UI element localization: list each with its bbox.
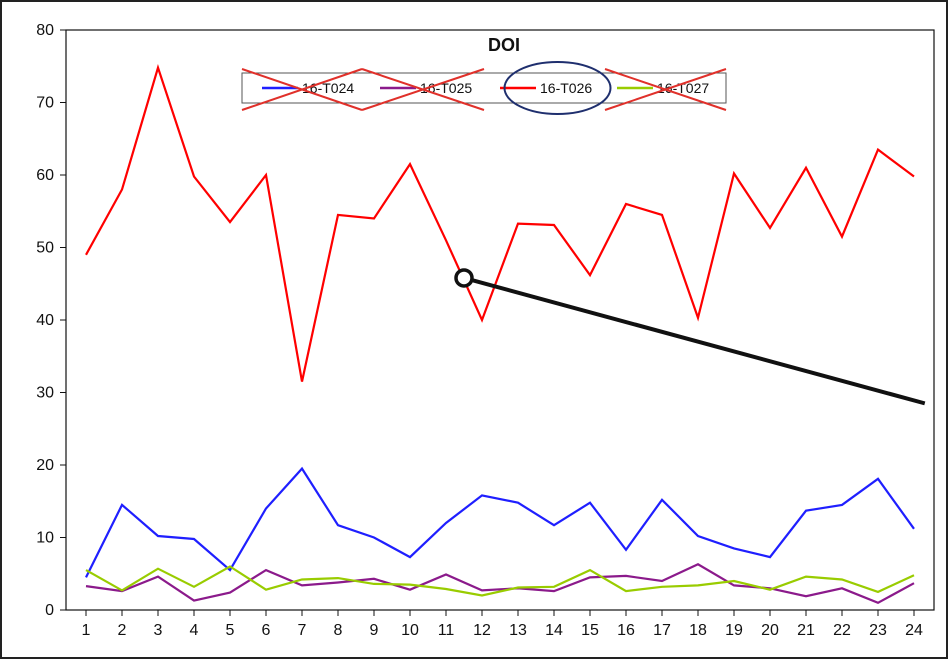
series-line-16-t024 bbox=[85, 466, 915, 578]
annotation-layer bbox=[454, 268, 926, 406]
x-tick-label: 18 bbox=[689, 622, 707, 639]
x-tick-label: 6 bbox=[262, 622, 271, 639]
x-tick-label: 14 bbox=[545, 622, 563, 639]
x-tick-label: 5 bbox=[226, 622, 235, 639]
x-tick-label: 21 bbox=[797, 622, 815, 639]
x-tick-label: 4 bbox=[190, 622, 199, 639]
y-tick-label: 30 bbox=[36, 385, 54, 402]
x-tick-label: 3 bbox=[154, 622, 163, 639]
x-tick-label: 20 bbox=[761, 622, 779, 639]
legend-label: 16-T024 bbox=[302, 80, 354, 96]
legend-cross-mark bbox=[604, 68, 727, 111]
x-tick-label: 19 bbox=[725, 622, 743, 639]
x-tick-label: 22 bbox=[833, 622, 851, 639]
legend-label: 16-T027 bbox=[657, 80, 709, 96]
x-tick-label: 15 bbox=[581, 622, 599, 639]
y-tick-label: 50 bbox=[36, 240, 54, 257]
x-tick-label: 16 bbox=[617, 622, 635, 639]
x-tick-label: 8 bbox=[334, 622, 343, 639]
series-layer bbox=[85, 64, 915, 605]
x-tick-label: 23 bbox=[869, 622, 887, 639]
y-tick-label: 60 bbox=[36, 167, 54, 184]
x-tick-label: 13 bbox=[509, 622, 527, 639]
y-tick-label: 0 bbox=[45, 602, 54, 619]
y-axis: 0 10 20 30 40 50 60 70 80 bbox=[36, 22, 66, 619]
series-line-16-t025 bbox=[85, 563, 915, 605]
legend: 16-T024 16-T025 16-T026 16-T027 bbox=[241, 61, 727, 115]
series-line-16-t027 bbox=[85, 565, 915, 597]
x-tick-label: 7 bbox=[298, 622, 307, 639]
x-tick-label: 24 bbox=[905, 622, 923, 639]
x-tick-label: 1 bbox=[82, 622, 91, 639]
x-tick-label: 17 bbox=[653, 622, 671, 639]
x-axis: 1 2 3 4 5 6 7 8 9 10 11 12 13 14 15 16 17 18 19 20 21 22 23 24 bbox=[82, 610, 923, 639]
x-tick-label: 10 bbox=[401, 622, 419, 639]
y-tick-label: 10 bbox=[36, 530, 54, 547]
chart-title: DOI bbox=[488, 35, 520, 55]
legend-label: 16-T026 bbox=[540, 80, 592, 96]
y-tick-label: 80 bbox=[36, 22, 54, 39]
x-tick-label: 11 bbox=[438, 622, 455, 639]
legend-cross-mark bbox=[241, 68, 363, 111]
x-tick-label: 9 bbox=[370, 622, 379, 639]
plot-area-frame bbox=[65, 29, 935, 611]
annotation-marker-circle bbox=[454, 268, 474, 288]
x-tick-label: 2 bbox=[118, 622, 127, 639]
annotation-pointer-line bbox=[463, 276, 926, 406]
y-tick-label: 20 bbox=[36, 457, 54, 474]
series-line-16-t026 bbox=[85, 64, 915, 382]
legend-cross-mark bbox=[361, 68, 485, 111]
x-tick-label: 12 bbox=[473, 622, 491, 639]
legend-highlight-circle bbox=[503, 61, 612, 115]
y-tick-label: 70 bbox=[36, 95, 54, 112]
y-tick-label: 40 bbox=[36, 312, 54, 329]
